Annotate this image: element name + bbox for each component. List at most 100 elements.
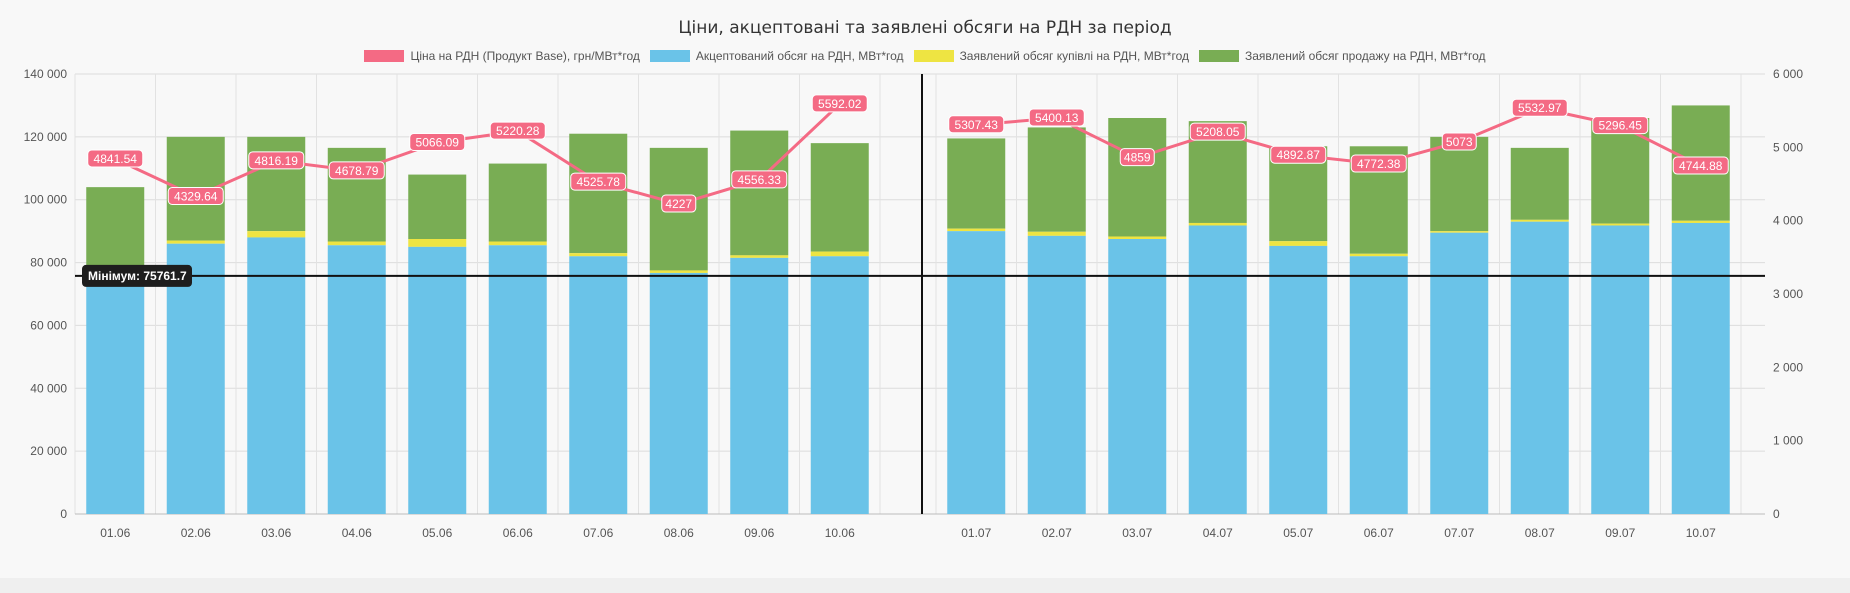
bar-sell xyxy=(1510,147,1569,220)
bar-buy xyxy=(488,241,547,246)
price-label: 4556.33 xyxy=(738,173,782,187)
price-label-box xyxy=(1350,154,1407,173)
legend-item-sell[interactable]: Заявлений обсяг продажу на РДН, МВт*год xyxy=(1199,49,1486,63)
bar-sell xyxy=(810,143,869,252)
bar-accepted xyxy=(488,245,547,515)
bar-sell xyxy=(947,138,1006,229)
bar-buy xyxy=(247,231,306,238)
x-tick-label: 09.07 xyxy=(1605,526,1635,540)
bottom-strip xyxy=(0,578,1850,593)
bar-buy xyxy=(810,251,869,257)
bar-accepted xyxy=(247,237,306,514)
bar-accepted xyxy=(1349,256,1408,514)
price-label: 4678.79 xyxy=(335,164,379,178)
y-axis-right: 0 1 000 2 000 3 000 4 000 5 000 6 000 xyxy=(1773,67,1803,521)
bar-accepted xyxy=(810,256,869,514)
bar-buy xyxy=(327,241,386,246)
price-label: 5220.28 xyxy=(496,124,540,138)
price-label-box xyxy=(811,94,868,113)
bar-sell xyxy=(488,163,547,242)
price-label-box xyxy=(570,172,627,191)
x-tick-label: 07.07 xyxy=(1444,526,1474,540)
bar-buy xyxy=(1430,231,1489,233)
legend-label-price: Ціна на РДН (Продукт Base), грн/МВт*год xyxy=(410,49,640,63)
x-tick-label: 07.06 xyxy=(583,526,613,540)
x-tick-label: 06.06 xyxy=(503,526,533,540)
bars: 01.06 02.06 03.06 04.06 05.06 06.06 07.06 08.06… xyxy=(86,105,1730,540)
bar-buy xyxy=(166,240,225,244)
x-tick-label: 01.07 xyxy=(961,526,991,540)
price-label-box xyxy=(87,149,144,168)
legend-item-price[interactable]: Ціна на РДН (Продукт Base), грн/МВт*год xyxy=(364,49,640,63)
bar-accepted xyxy=(86,275,145,514)
price-label: 4816.19 xyxy=(255,154,299,168)
bar-accepted xyxy=(327,245,386,515)
y-right-tick-label: 4 000 xyxy=(1773,214,1803,228)
x-tick-label: 02.06 xyxy=(181,526,211,540)
bar-buy xyxy=(1027,231,1086,236)
bar-buy xyxy=(649,270,708,273)
legend-label-buy: Заявлений обсяг купівлі на РДН, МВт*год xyxy=(959,49,1189,63)
price-label: 5532.97 xyxy=(1518,101,1562,115)
y-left-tick-label: 0 xyxy=(60,507,67,521)
bar-accepted xyxy=(730,257,789,514)
x-tick-label: 03.06 xyxy=(261,526,291,540)
bar-buy xyxy=(1349,253,1408,257)
x-tick-label: 04.07 xyxy=(1203,526,1233,540)
y-right-tick-label: 1 000 xyxy=(1773,434,1803,448)
legend-item-accepted[interactable]: Акцептований обсяг на РДН, МВт*год xyxy=(649,49,904,63)
legend-item-buy[interactable]: Заявлений обсяг купівлі на РДН, МВт*год xyxy=(913,49,1189,63)
price-line xyxy=(976,106,1702,168)
price-label: 4892.87 xyxy=(1277,148,1321,162)
bar-accepted xyxy=(1188,225,1247,514)
chart-legend: Ціна на РДН (Продукт Base), грн/МВт*год … xyxy=(0,49,1850,63)
price-label: 4525.78 xyxy=(577,175,621,189)
price-label-box xyxy=(1270,145,1327,164)
price-label-box xyxy=(328,161,385,180)
bar-sell xyxy=(247,136,306,232)
legend-swatch-accepted xyxy=(649,50,690,62)
x-tick-label: 10.07 xyxy=(1686,526,1716,540)
legend-swatch-price xyxy=(364,50,405,62)
price-label: 5066.09 xyxy=(416,135,460,149)
bar-buy xyxy=(1108,236,1167,239)
y-left-tick-label: 80 000 xyxy=(30,256,67,270)
price-label: 5400.13 xyxy=(1035,111,1079,125)
price-label: 5208.05 xyxy=(1196,125,1240,139)
bar-accepted xyxy=(569,256,628,514)
bar-sell xyxy=(1430,136,1489,232)
chart-title: Ціни, акцептовані та заявлені обсяги на … xyxy=(678,18,1172,38)
price-label: 4227 xyxy=(665,197,692,211)
price-label-box xyxy=(1028,108,1085,127)
price-label-box xyxy=(489,121,546,140)
price-label-box xyxy=(409,132,466,151)
price-label: 5073 xyxy=(1446,135,1473,149)
bar-buy xyxy=(569,253,628,257)
x-tick-label: 01.06 xyxy=(100,526,130,540)
price-label: 5592.02 xyxy=(818,97,862,111)
price-label: 4772.38 xyxy=(1357,157,1401,171)
price-label-box xyxy=(167,186,224,205)
y-left-tick-label: 140 000 xyxy=(24,67,68,81)
y-right-tick-label: 3 000 xyxy=(1773,287,1803,301)
bar-accepted xyxy=(1269,245,1328,514)
y-axis-left: 0 20 000 40 000 60 000 80 000 100 000 120 000 1… xyxy=(24,67,68,521)
x-tick-label: 06.07 xyxy=(1364,526,1394,540)
price-label-box xyxy=(1592,116,1649,135)
price-label: 5296.45 xyxy=(1599,119,1643,133)
bar-buy xyxy=(947,228,1006,232)
x-tick-label: 10.06 xyxy=(825,526,855,540)
bar-accepted xyxy=(1430,232,1489,514)
legend-label-accepted: Акцептований обсяг на РДН, МВт*год xyxy=(695,49,904,63)
y-left-tick-label: 40 000 xyxy=(30,381,67,395)
bar-sell xyxy=(730,130,789,256)
price-label: 4329.64 xyxy=(174,189,218,203)
bar-accepted xyxy=(408,246,467,514)
y-right-tick-label: 6 000 xyxy=(1773,67,1803,81)
y-left-tick-label: 100 000 xyxy=(24,193,68,207)
bar-buy xyxy=(1671,220,1730,223)
bar-accepted xyxy=(947,231,1006,514)
y-right-tick-label: 2 000 xyxy=(1773,360,1803,374)
